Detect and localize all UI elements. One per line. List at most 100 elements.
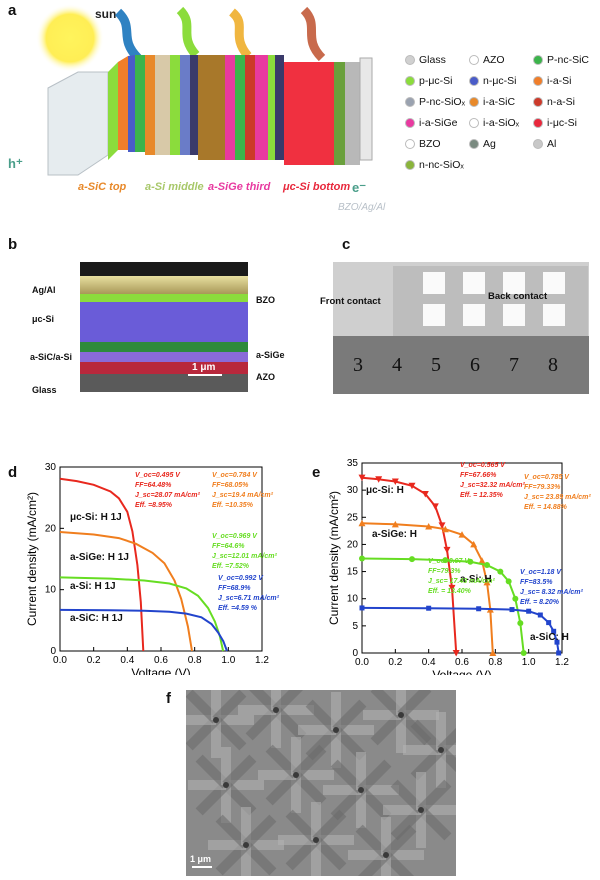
data-point bbox=[359, 555, 365, 562]
legend-swatch bbox=[405, 118, 415, 128]
cross-section-sem: 1 μm bbox=[80, 262, 248, 392]
data-point bbox=[556, 650, 562, 656]
x-tick-label: 0.0 bbox=[53, 655, 67, 666]
data-point bbox=[509, 607, 515, 613]
grain-facet bbox=[312, 809, 347, 844]
grain-facet bbox=[397, 690, 432, 719]
legend-label: i-a-SiGe bbox=[419, 117, 458, 129]
grain-facet bbox=[382, 824, 417, 859]
series-parameter: J_sc= 17.43 mA/cm² bbox=[428, 578, 495, 585]
series-parameter: FF=79.33% bbox=[524, 484, 561, 491]
scale-bar bbox=[192, 866, 212, 868]
legend-swatch bbox=[533, 139, 543, 149]
series-line bbox=[361, 606, 560, 654]
back-contact-label: BZO/Ag/Al bbox=[338, 202, 386, 213]
grain-facet bbox=[272, 690, 304, 714]
legend-label: AZO bbox=[483, 54, 505, 66]
series-name: μc-Si: H 1J bbox=[70, 512, 122, 523]
contact-pad bbox=[503, 304, 525, 326]
layer-label: BZO bbox=[256, 295, 275, 305]
layer-label: Glass bbox=[32, 385, 57, 395]
legend-item: Ag bbox=[469, 138, 496, 150]
y-tick-label: 35 bbox=[347, 458, 359, 469]
series-parameter: J_sc=28.07 mA/cm² bbox=[135, 492, 200, 499]
data-point bbox=[425, 523, 433, 530]
y-tick-label: 30 bbox=[45, 462, 57, 473]
panel-label-a: a bbox=[8, 2, 17, 19]
device-photo: 3 4 5 6 7 8 bbox=[333, 262, 589, 394]
grain-center bbox=[293, 772, 299, 778]
legend-item: Glass bbox=[405, 54, 446, 66]
data-point bbox=[358, 519, 366, 527]
y-tick-label: 0 bbox=[352, 648, 358, 659]
h-carrier-label: h⁺ bbox=[8, 156, 23, 171]
y-tick-label: 5 bbox=[352, 621, 358, 632]
legend-swatch bbox=[405, 97, 415, 107]
legend-swatch bbox=[469, 76, 479, 86]
legend-label: i-a-SiOₓ bbox=[483, 117, 520, 129]
x-tick-label: 0.2 bbox=[87, 655, 101, 666]
legend-item: i-a-Si bbox=[533, 75, 572, 87]
panel-label-d: d bbox=[8, 464, 18, 481]
legend-swatch bbox=[469, 97, 479, 107]
legend-swatch bbox=[405, 76, 415, 86]
legend-item: n-μc-Si bbox=[469, 75, 516, 87]
series-parameter: J_sc= 23.89 mA/cm² bbox=[524, 494, 591, 501]
glass-substrate bbox=[47, 71, 109, 176]
legend-label: i-a-SiC bbox=[483, 96, 516, 108]
series-name: a-Si: H bbox=[460, 574, 492, 585]
ruler-number: 3 bbox=[353, 354, 363, 376]
x-tick-label: 0.0 bbox=[355, 657, 369, 668]
ruler-number: 6 bbox=[470, 354, 480, 376]
subcell-label-top: a-SiC top bbox=[78, 181, 127, 193]
data-point bbox=[391, 478, 399, 485]
legend-label: n-a-Si bbox=[547, 96, 576, 108]
data-point bbox=[546, 620, 552, 626]
series-parameter: FF=64.6% bbox=[212, 543, 245, 550]
x-axis-label: Voltage (V) bbox=[432, 668, 491, 675]
legend-item: BZO bbox=[405, 138, 441, 150]
contact-pad bbox=[423, 272, 445, 294]
grain-center bbox=[333, 727, 339, 733]
data-point bbox=[489, 649, 497, 656]
panel-label-b: b bbox=[8, 236, 18, 253]
series-parameter: J_sc=32.32 mA/cm² bbox=[460, 482, 525, 489]
data-point bbox=[452, 650, 460, 657]
grain-facet bbox=[222, 754, 257, 789]
legend-item: i-a-SiC bbox=[469, 96, 515, 108]
series-parameter: Eff. = 12.35% bbox=[460, 492, 504, 499]
y-tick-label: 10 bbox=[45, 585, 57, 596]
layer-label: a-SiC/a-Si bbox=[30, 352, 73, 362]
legend-item: i-a-SiGe bbox=[405, 117, 458, 129]
layer-label: μc-Si bbox=[32, 314, 55, 324]
data-point bbox=[442, 557, 449, 564]
grain-facet bbox=[417, 779, 452, 814]
data-point bbox=[443, 546, 451, 554]
series-parameter: Eff. = 13.40% bbox=[428, 588, 472, 595]
series-parameter: V_oc=0.785 V bbox=[524, 474, 570, 481]
legend-label: BZO bbox=[419, 138, 441, 150]
data-point bbox=[448, 584, 456, 592]
data-point bbox=[431, 503, 439, 510]
grain-center bbox=[398, 712, 404, 718]
series-parameter: V_oc=0.495 V bbox=[135, 472, 181, 479]
legend-swatch bbox=[469, 55, 479, 65]
data-point bbox=[497, 568, 504, 575]
legend-label: Al bbox=[547, 138, 557, 150]
series-parameter: Eff. =10.35% bbox=[212, 502, 254, 509]
data-point bbox=[470, 540, 478, 548]
data-point bbox=[512, 595, 519, 602]
x-tick-label: 1.2 bbox=[555, 657, 569, 668]
data-point bbox=[359, 605, 365, 611]
series-parameter: FF=64.48% bbox=[135, 482, 172, 489]
data-point bbox=[375, 476, 383, 483]
legend-label: P-nc-SiOₓ bbox=[419, 96, 466, 108]
x-tick-label: 1.0 bbox=[221, 655, 235, 666]
y-axis-label: Current density (mA/cm²) bbox=[327, 491, 341, 625]
subcell-label-third: a-SiGe third bbox=[208, 181, 271, 193]
x-tick-label: 0.8 bbox=[488, 657, 502, 668]
grain-center bbox=[418, 807, 424, 813]
series-parameter: V_oc=0.969 V bbox=[212, 533, 258, 540]
ruler-number: 5 bbox=[431, 354, 441, 376]
x-tick-label: 0.4 bbox=[422, 657, 436, 668]
